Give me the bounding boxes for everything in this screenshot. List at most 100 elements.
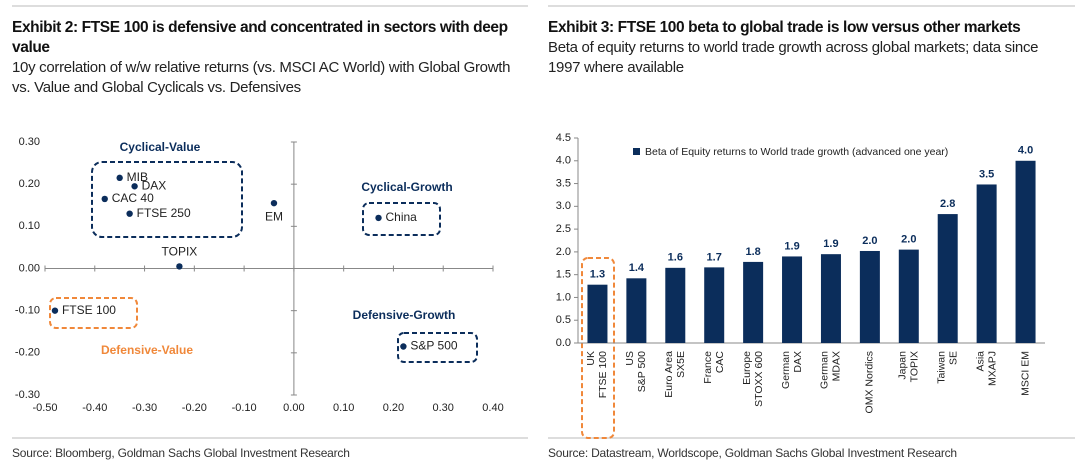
x-tick-label: SX5E xyxy=(675,351,687,378)
point xyxy=(176,263,183,270)
x-tick-label: -0.40 xyxy=(82,402,107,414)
x-tick-label: 0.40 xyxy=(482,402,503,414)
bar xyxy=(937,214,958,343)
group-box xyxy=(91,161,243,238)
x-tick-label: -0.20 xyxy=(182,402,207,414)
x-tick-label: 0.20 xyxy=(383,402,404,414)
y-tick-label: 0.30 xyxy=(19,136,40,148)
y-tick-label: 1.5 xyxy=(556,269,571,281)
bar xyxy=(743,261,764,343)
chart-title: Exhibit 3: FTSE 100 beta to global trade… xyxy=(548,19,1021,36)
annotation: Defensive-Value xyxy=(101,343,193,357)
bar xyxy=(587,284,608,343)
value-label: 2.8 xyxy=(940,198,955,210)
y-tick-label: 2.5 xyxy=(556,223,571,235)
point-label: CAC 40 xyxy=(112,191,154,205)
x-tick-label: German xyxy=(780,351,792,389)
x-tick-label: MDAX xyxy=(831,351,843,381)
bar xyxy=(976,184,997,343)
x-tick-label: UK xyxy=(585,351,597,366)
y-tick-label: 2.0 xyxy=(556,246,571,258)
value-label: 1.9 xyxy=(784,240,799,252)
x-tick-label: Euro Area xyxy=(663,351,675,398)
x-tick-label: Taiwan xyxy=(935,351,947,384)
value-label: 1.8 xyxy=(745,246,760,258)
value-label: 2.0 xyxy=(862,235,877,247)
source: Source: Bloomberg, Goldman Sachs Global … xyxy=(12,446,350,460)
x-tick-label: OMX Nordics xyxy=(864,351,876,413)
bar xyxy=(782,256,803,343)
point xyxy=(375,214,382,222)
bar xyxy=(859,250,880,343)
legend-label: Beta of Equity returns to World trade gr… xyxy=(645,146,948,158)
point-label: China xyxy=(386,210,418,224)
y-tick-label: 0.10 xyxy=(19,220,40,232)
value-label: 3.5 xyxy=(979,168,994,180)
x-tick-label: 0.30 xyxy=(433,402,454,414)
x-tick-label: -0.30 xyxy=(132,402,157,414)
group-box xyxy=(397,332,478,363)
chart-title: Exhibit 2: FTSE 100 is defensive and con… xyxy=(12,19,508,56)
value-label: 1.3 xyxy=(590,269,605,281)
value-label: 2.0 xyxy=(901,234,916,246)
point xyxy=(131,183,138,190)
x-tick-label: -0.10 xyxy=(232,402,257,414)
y-tick-label: 4.5 xyxy=(556,132,571,144)
annotation: Defensive-Growth xyxy=(353,308,456,322)
x-tick-label: 0.00 xyxy=(283,402,304,414)
x-tick-label: Japan xyxy=(897,351,909,380)
value-label: 1.6 xyxy=(668,252,683,264)
point-label: DAX xyxy=(142,178,167,192)
header: Exhibit 2: FTSE 100 is defensive and con… xyxy=(12,18,517,98)
bar xyxy=(1015,160,1036,343)
point xyxy=(400,343,407,350)
point-label: TOPIX xyxy=(162,245,198,259)
point-label: FTSE 100 xyxy=(62,303,116,317)
legend-swatch xyxy=(633,148,640,155)
x-tick-label: MSCI EM xyxy=(1019,351,1031,396)
bar xyxy=(820,254,841,343)
bar xyxy=(626,278,647,343)
y-tick-label: 4.0 xyxy=(556,155,571,167)
y-tick-label: 0.00 xyxy=(19,262,40,274)
highlight-box xyxy=(581,257,615,439)
point xyxy=(116,174,123,182)
point-label: MIB xyxy=(127,170,148,184)
chart-subtitle: 10y correlation of w/w relative returns … xyxy=(12,59,511,96)
x-tick-label: Europe xyxy=(741,351,753,385)
bar xyxy=(665,267,686,343)
x-tick-label: DAX xyxy=(792,351,804,373)
point xyxy=(101,195,108,203)
value-label: 4.0 xyxy=(1018,145,1033,157)
y-tick-label: 1.0 xyxy=(556,291,571,303)
annotation: Cyclical-Growth xyxy=(361,180,452,194)
point xyxy=(51,307,59,314)
x-tick-label: S&P 500 xyxy=(636,351,648,392)
y-tick-label: 0.5 xyxy=(556,314,571,326)
y-tick-label: 0.20 xyxy=(19,178,40,190)
x-tick-label: CAC xyxy=(714,351,726,374)
bar xyxy=(898,249,919,343)
value-label: 1.7 xyxy=(707,251,722,263)
point xyxy=(126,210,133,217)
y-tick-label: 0.0 xyxy=(556,337,571,349)
value-label: 1.9 xyxy=(823,238,838,250)
y-tick-label: -0.30 xyxy=(15,389,40,401)
annotation: Cyclical-Value xyxy=(120,140,201,154)
chart-subtitle: Beta of equity returns to world trade gr… xyxy=(548,39,1039,76)
x-tick-label: -0.50 xyxy=(32,402,57,414)
x-tick-label: German xyxy=(819,351,831,389)
y-tick-label: 3.0 xyxy=(556,200,571,212)
x-tick-label: 0.10 xyxy=(333,402,354,414)
y-tick-label: -0.20 xyxy=(15,347,40,359)
point-label: S&P 500 xyxy=(410,339,457,353)
bar xyxy=(704,267,725,343)
y-tick-label: -0.10 xyxy=(15,305,40,317)
group-box xyxy=(362,202,441,236)
x-tick-label: Asia xyxy=(974,351,986,372)
value-label: 1.4 xyxy=(629,262,645,274)
y-tick-label: 3.5 xyxy=(556,177,571,189)
x-tick-label: SE xyxy=(947,351,959,365)
